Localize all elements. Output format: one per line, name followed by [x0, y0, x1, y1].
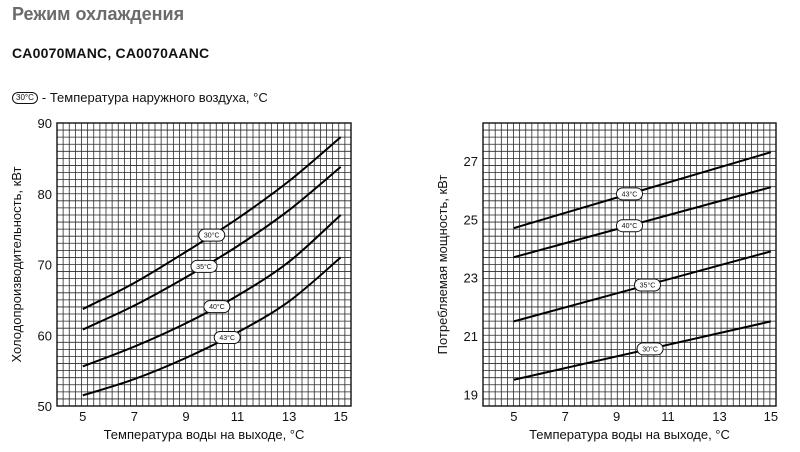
x-tick-label: 9: [182, 409, 189, 424]
x-tick-label: 7: [131, 409, 138, 424]
y-axis-label: Потребляемая мощность, кВт: [435, 175, 450, 355]
chart-1: 5 7 9 11 13 15 50 60 70 80 90 Температура воды на в…: [9, 116, 352, 442]
curve-label-badge: [198, 228, 226, 242]
x-axis-label: Температура воды на выходе, °C: [529, 427, 730, 442]
curve-label-badge: [213, 331, 241, 345]
curve-label-30°C: 30°C: [198, 228, 226, 242]
y-tick-label: 25: [464, 212, 478, 227]
y-tick-label: 19: [464, 387, 478, 402]
legend-text: - Температура наружного воздуха, °C: [41, 90, 268, 105]
y-tick-label: 60: [38, 328, 52, 343]
curve-label-text: 35°C: [640, 281, 656, 289]
grid: [57, 123, 351, 406]
series-line-43°C: [82, 256, 342, 397]
y-tick-label: 27: [464, 154, 478, 169]
y-tick-label: 80: [38, 187, 52, 202]
curve-label-35°C: 35°C: [633, 278, 661, 292]
x-tick-label: 15: [764, 409, 778, 424]
legend: 30°C - Температура наружного воздуха, °C: [12, 90, 268, 105]
curve-label-40°C: 40°C: [616, 219, 643, 233]
y-tick-label: 21: [464, 329, 478, 344]
curve-label-43°C: 43°C: [213, 331, 241, 345]
y-tick-label: 70: [38, 258, 52, 273]
curve-label-badge: [616, 187, 643, 201]
curve-label-30°C: 30°C: [636, 342, 664, 356]
plot-frame: [56, 122, 352, 407]
x-tick-label: 13: [282, 409, 296, 424]
series-line-35°C: [82, 166, 342, 331]
y-tick-label: 90: [38, 116, 52, 131]
series-line-43°C: [513, 151, 772, 229]
x-tick-label: 7: [562, 409, 569, 424]
curve-label-text: 43°C: [622, 190, 638, 198]
curve-label-badge: [633, 278, 661, 292]
series-line-40°C: [513, 186, 772, 259]
curve-label-text: 43°C: [219, 334, 235, 342]
y-tick-label: 23: [464, 271, 478, 286]
curve-label-text: 30°C: [642, 345, 658, 353]
x-tick-label: 5: [79, 409, 86, 424]
curve-label-text: 30°C: [204, 232, 220, 240]
chart-2: 5 7 9 11 13 15 19 21 23 25 27 Температура воды на в…: [435, 122, 778, 442]
curve-label-text: 40°C: [209, 303, 225, 311]
curve-label-35°C: 35°C: [190, 259, 218, 273]
plot-frame: [482, 122, 777, 407]
curve-label-text: 35°C: [196, 263, 212, 271]
legend-badge: 30°C: [12, 91, 38, 104]
y-tick-label: 50: [38, 399, 52, 414]
curve-label-badge: [636, 342, 664, 356]
curve-label-40°C: 40°C: [203, 300, 231, 314]
grid: [483, 123, 776, 406]
x-tick-label: 13: [712, 409, 726, 424]
x-axis-label: Температура воды на выходе, °C: [104, 427, 305, 442]
curve-label-text: 40°C: [622, 222, 638, 230]
model-title: CA0070MANC, CA0070AANC: [12, 45, 210, 61]
page-title: Режим охлаждения: [12, 4, 185, 24]
x-tick-label: 5: [510, 409, 517, 424]
curve-label-badge: [616, 219, 643, 233]
curve-label-badge: [203, 300, 231, 314]
x-tick-label: 11: [661, 409, 675, 424]
curve-label-43°C: 43°C: [616, 187, 643, 201]
curve-label-badge: [190, 259, 218, 273]
y-axis-label: Холодопроизводительность, кВт: [9, 166, 24, 362]
x-tick-label: 15: [333, 409, 347, 424]
x-tick-label: 9: [613, 409, 620, 424]
x-tick-label: 11: [231, 409, 245, 424]
